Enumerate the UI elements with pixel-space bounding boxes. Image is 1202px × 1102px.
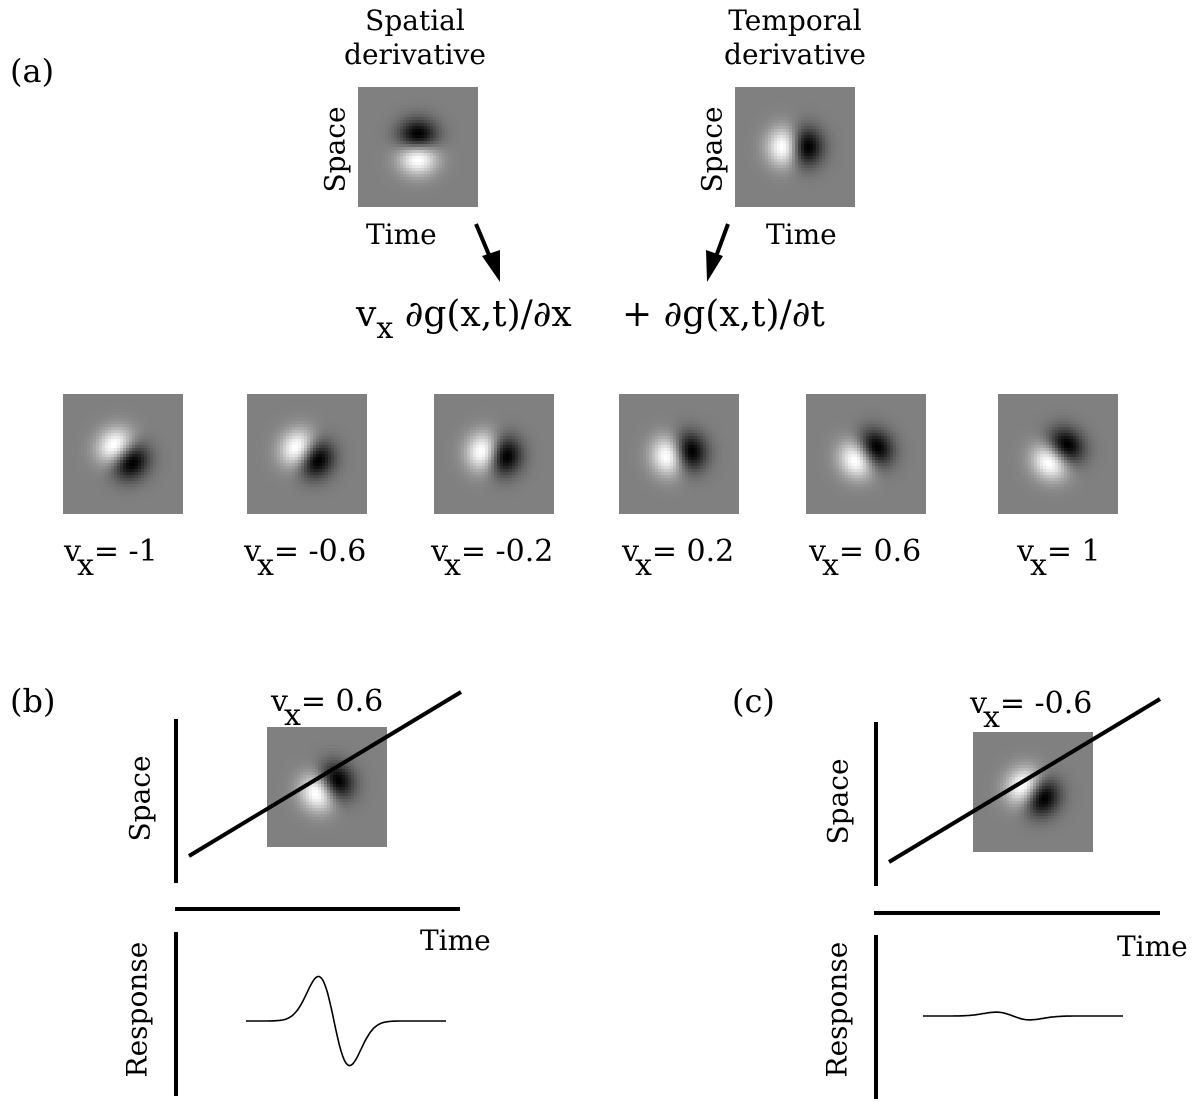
panel-label-b: (b) <box>10 682 56 720</box>
panel-c-stimulus-line <box>887 697 1162 864</box>
spatial-derivative-title: Spatial derivative <box>344 4 486 71</box>
temporal-derivative-filter <box>735 87 855 207</box>
filter-label-vx-0.2: vx= 0.2 <box>622 534 735 583</box>
panel-label-a: (a) <box>10 52 55 90</box>
filter-label-vx-0.6: vx= 0.6 <box>809 534 922 583</box>
temporal-xlabel: Time <box>766 218 837 251</box>
equation: vx ∂g(x,t)/∂x <box>356 294 572 346</box>
spatial-derivative-filter <box>358 87 478 207</box>
filter-vx-neg1 <box>63 394 183 514</box>
panel-c-filter <box>973 732 1093 852</box>
filter-label-vx-neg1: vx= -1 <box>64 534 158 583</box>
filter-vx-0.6 <box>806 394 926 514</box>
spatial-xlabel: Time <box>366 218 437 251</box>
filter-label-vx-neg0.2: vx= -0.2 <box>431 534 554 583</box>
arrowhead-spatial <box>482 250 500 282</box>
filter-label-vx-1: vx= 1 <box>1017 534 1101 583</box>
arrowhead-temporal <box>706 250 723 282</box>
filter-vx-neg0.6 <box>247 394 367 514</box>
panel-c-vx-label: vx= -0.6 <box>970 686 1093 735</box>
temporal-derivative-title: Temporal derivative <box>724 4 866 71</box>
filter-label-vx-neg0.6: vx= -0.6 <box>244 534 367 583</box>
panel-b-xlabel: Time <box>420 924 491 957</box>
panel-b-response-curve <box>246 975 446 1067</box>
panel-label-c: (c) <box>732 682 775 720</box>
panel-b-vx-label: vx= 0.6 <box>271 684 384 733</box>
equation-term2: + ∂g(x,t)/∂t <box>622 294 825 335</box>
panel-c-response-curve <box>923 1011 1123 1021</box>
panel-c-xlabel: Time <box>1117 930 1188 963</box>
panel-b-stimulus-line <box>187 690 463 858</box>
filter-vx-1 <box>998 394 1118 514</box>
filter-vx-neg0.2 <box>434 394 554 514</box>
filter-vx-0.2 <box>619 394 739 514</box>
